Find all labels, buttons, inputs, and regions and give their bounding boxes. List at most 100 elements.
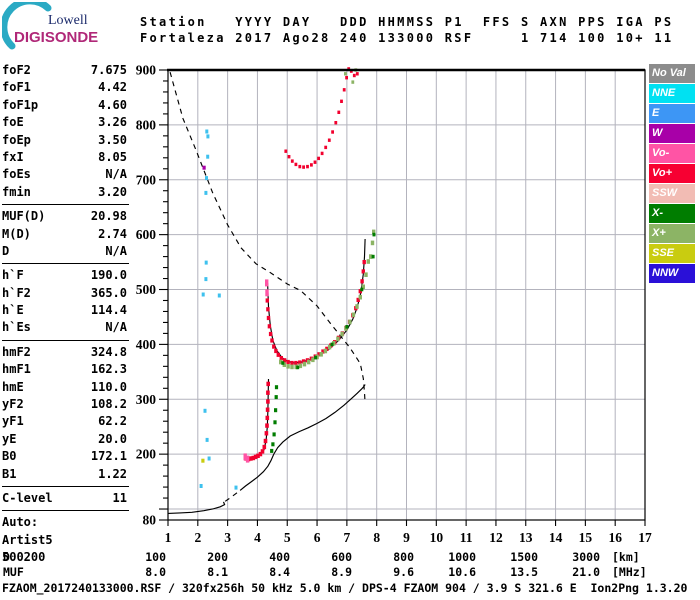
echo-dot	[320, 151, 324, 156]
header-line-columns: Station YYYY DAY DDD HHMMSS P1 FFS S AXN…	[140, 15, 674, 29]
echo-dot	[234, 485, 238, 490]
echo-dot	[268, 331, 273, 337]
y-axis-label: 300	[136, 392, 157, 407]
legend-item-w: W	[649, 124, 695, 143]
distance-value: 1000	[448, 550, 476, 564]
echo-dot	[265, 415, 270, 421]
x-axis-label: 1	[165, 530, 172, 545]
legend-item-ssw: SSW	[649, 184, 695, 203]
distance-label: D	[3, 550, 10, 564]
series-F1-trace-x-mode	[270, 385, 279, 453]
parameter-label: hmF1	[2, 362, 31, 377]
echo-dot	[361, 284, 365, 290]
echo-dot	[302, 165, 305, 169]
parameter-value: 324.8	[90, 344, 127, 359]
echo-dot	[294, 162, 298, 167]
echo-dot	[281, 361, 285, 365]
x-axis-label: 5	[284, 530, 291, 545]
echo-dot	[361, 269, 365, 274]
echo-dot	[298, 360, 302, 365]
parameter-label: yF2	[2, 397, 24, 412]
parameter-panel: foF2 7.675 foF1 4.42 foF1p 4.60 foE 3.26 foEp 3.5…	[2, 62, 129, 567]
parameter-value: 108.2	[90, 397, 127, 412]
series-noise-NNE	[199, 129, 238, 490]
parameter-label: C-level	[2, 490, 53, 505]
echo-dot	[290, 364, 294, 370]
echo-dot	[202, 165, 206, 170]
echo-dot	[265, 289, 269, 297]
series-F2-trace-o-mode	[265, 260, 366, 366]
parameter-row: MUF(D) 20.98	[2, 208, 129, 225]
echo-dot	[199, 484, 203, 488]
parameter-label: D	[2, 243, 10, 258]
echo-dot	[332, 341, 336, 346]
x-axis-label: 12	[489, 530, 503, 545]
parameter-row: h`F2 365.0	[2, 285, 129, 302]
parameter-value: 114.4	[90, 303, 127, 318]
echo-dot	[270, 338, 274, 343]
parameter-label: Auto:	[2, 515, 39, 530]
muf-label: MUF	[3, 564, 24, 579]
echo-dot	[284, 149, 288, 153]
echo-dot	[217, 293, 221, 298]
muf-value: 8.4	[269, 564, 290, 579]
parameter-row: foF1p 4.60	[2, 97, 129, 114]
parameter-value: 162.3	[90, 362, 127, 377]
echo-dot	[324, 145, 328, 150]
muf-value: 8.0	[145, 564, 166, 579]
echo-dot	[290, 360, 294, 366]
echo-dot	[243, 453, 247, 461]
parameter-row: foEs N/A	[2, 166, 129, 183]
echo-dot	[266, 381, 270, 387]
parameter-row: fmin 3.20	[2, 184, 129, 201]
echo-dot	[256, 453, 260, 458]
parameter-value: N/A	[105, 320, 127, 335]
echo-dot	[355, 304, 359, 309]
echo-dot	[342, 88, 346, 92]
echo-dot	[249, 456, 253, 461]
panel-separator	[2, 201, 129, 208]
parameter-row: yF1 62.2	[2, 413, 129, 430]
y-axis-label: 900	[136, 63, 157, 78]
echo-dot	[201, 458, 205, 463]
echo-dot	[314, 355, 318, 360]
parameter-value: 1.22	[98, 466, 127, 481]
echo-dot	[262, 444, 267, 450]
echo-dot	[271, 442, 275, 447]
echo-dot	[265, 298, 269, 303]
echo-dot	[355, 72, 359, 76]
parameter-label: h`E	[2, 303, 24, 318]
x-axis-label: 6	[314, 530, 321, 545]
parameter-value: 172.1	[90, 449, 127, 464]
parameter-row: hmE 110.0	[2, 379, 129, 396]
parameter-row: h`F 190.0	[2, 267, 129, 284]
echo-dot	[327, 138, 331, 142]
x-axis-label: 2	[194, 530, 201, 545]
x-axis-label: 15	[579, 530, 593, 545]
echo-dot	[362, 260, 366, 265]
echo-dot	[266, 399, 270, 404]
parameter-value: 190.0	[90, 268, 127, 283]
distance-value: 200	[207, 550, 228, 564]
x-axis-label: 17	[638, 530, 652, 545]
parameter-row: hmF1 162.3	[2, 361, 129, 378]
echo-dot	[267, 324, 272, 329]
echo-dot	[274, 385, 279, 390]
parameter-value: 110.0	[90, 379, 127, 394]
echo-dot	[253, 454, 258, 460]
echo-dot	[204, 190, 208, 195]
echo-dot	[204, 277, 208, 282]
logo-arc	[2, 2, 52, 50]
echo-dot	[356, 297, 360, 302]
series-noise-W	[202, 165, 206, 170]
legend-item-vo-: Vo-	[649, 144, 695, 163]
parameter-label: foF1	[2, 80, 31, 95]
echo-dot	[364, 272, 368, 277]
x-axis-label: 14	[549, 530, 563, 545]
parameter-label: h`Es	[2, 320, 31, 335]
parameter-row: B1 1.22	[2, 466, 129, 483]
digisonde-logo: Lowell DIGISONDE	[2, 2, 98, 50]
echo-dot	[266, 307, 270, 312]
echo-dot	[348, 319, 352, 325]
